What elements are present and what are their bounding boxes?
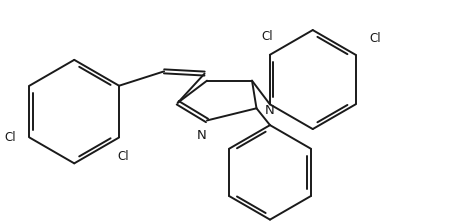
Text: Cl: Cl [4,131,16,144]
Text: N: N [197,129,207,142]
Text: Cl: Cl [262,30,274,43]
Text: Cl: Cl [118,150,130,163]
Text: Cl: Cl [369,32,381,45]
Text: N: N [265,104,274,117]
